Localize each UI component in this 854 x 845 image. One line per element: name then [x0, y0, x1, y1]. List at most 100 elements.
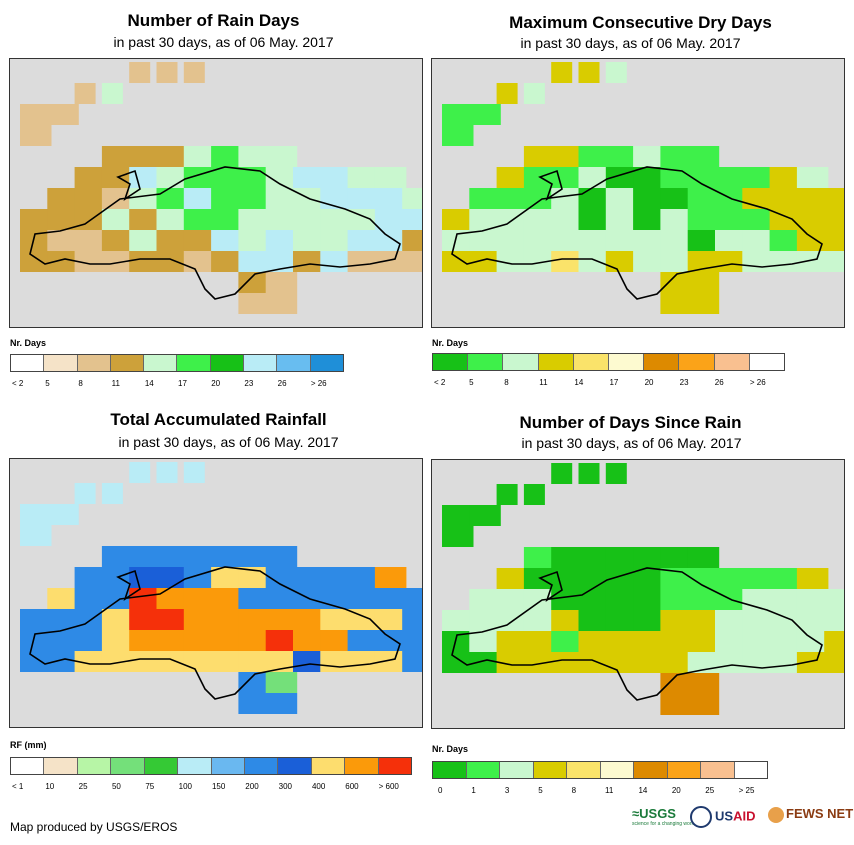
map-cell	[523, 547, 556, 568]
map-cell	[211, 609, 243, 630]
map-cell	[129, 462, 151, 483]
map-cell	[320, 609, 352, 630]
map-cell	[183, 146, 216, 167]
map-cell	[605, 209, 638, 230]
map-cell	[523, 209, 556, 230]
map-cell	[265, 272, 298, 293]
map-cell	[715, 230, 747, 251]
map-cell	[74, 83, 96, 104]
map-cell	[824, 230, 844, 251]
map-cell	[605, 251, 638, 272]
map-cell	[578, 188, 610, 209]
map-cell	[265, 567, 298, 588]
map-cell	[687, 568, 720, 589]
panel-1-legend-title: Nr. Days	[10, 338, 47, 348]
map-cell	[374, 651, 407, 672]
map-cell	[238, 693, 270, 714]
map-cell	[74, 230, 107, 251]
legend-swatch-0	[433, 762, 467, 778]
map-cell	[824, 610, 844, 631]
map-cell	[20, 251, 52, 272]
legend-tick-label: 26	[714, 378, 724, 387]
panel-2-map	[431, 58, 845, 328]
map-cell	[633, 547, 665, 568]
map-cell	[183, 188, 216, 209]
legend-tick-label: 23	[679, 378, 689, 387]
map-cell	[20, 504, 52, 525]
map-cell	[320, 651, 352, 672]
usaid-logo-prefix: US	[715, 808, 734, 824]
map-cell	[742, 209, 774, 230]
map-cell	[374, 567, 407, 588]
map-cell	[265, 146, 298, 167]
map-cell	[156, 609, 188, 630]
map-grid	[20, 462, 422, 714]
map-cell	[469, 188, 501, 209]
legend-swatch-3	[538, 354, 574, 370]
map-cell	[578, 146, 610, 167]
map-cell	[496, 188, 529, 209]
legend-swatch-6	[211, 758, 245, 774]
map-cell	[742, 167, 774, 188]
map-cell	[238, 630, 270, 651]
map-cell	[469, 505, 501, 526]
map-cell	[496, 230, 529, 251]
map-cell	[101, 588, 134, 609]
map-cell	[101, 83, 123, 104]
map-cell	[796, 568, 829, 589]
map-cell	[523, 631, 556, 652]
legend-swatch-3	[111, 758, 145, 774]
panel-3-title: Total Accumulated Rainfall	[110, 410, 327, 429]
map-cell	[578, 209, 610, 230]
panel-4-map	[431, 459, 845, 729]
map-cell	[633, 251, 665, 272]
map-cell	[442, 125, 474, 146]
map-cell	[605, 589, 638, 610]
map-cell	[293, 251, 325, 272]
legend-swatch-8	[701, 762, 735, 778]
map-cell	[101, 230, 134, 251]
map-cell	[660, 209, 692, 230]
legend-tick-label: 17	[178, 379, 187, 388]
panel-2-title: Maximum Consecutive Dry Days	[509, 13, 772, 32]
map-cell	[20, 525, 52, 546]
panel-3-subtitle: in past 30 days, as of 06 May. 2017	[118, 434, 339, 450]
map-cell	[347, 251, 380, 272]
map-grid	[442, 463, 844, 715]
map-cell	[796, 652, 829, 673]
map-cell	[211, 167, 243, 188]
map-cell	[347, 630, 380, 651]
map-cell	[129, 651, 161, 672]
map-cell	[742, 251, 774, 272]
map-cell	[238, 588, 270, 609]
map-cell	[742, 652, 774, 673]
map-cell	[47, 630, 79, 651]
map-cell	[687, 230, 720, 251]
legend-swatch-4	[573, 354, 610, 370]
map-cell	[523, 589, 556, 610]
map-cell	[402, 251, 422, 272]
map-cell	[211, 230, 243, 251]
map-cell	[687, 547, 720, 568]
map-cell	[374, 209, 407, 230]
map-cell	[265, 293, 298, 314]
map-cell	[347, 651, 380, 672]
map-cell	[687, 673, 720, 694]
legend-swatch-4	[144, 758, 179, 774]
legend-swatch-4	[144, 355, 178, 371]
map-cell	[265, 209, 298, 230]
map-cell	[156, 209, 188, 230]
map-cell	[374, 167, 407, 188]
panel-4-legend-bar	[432, 761, 768, 779]
map-cell	[156, 630, 188, 651]
map-cell	[715, 251, 747, 272]
map-cell	[496, 167, 529, 188]
legend-swatch-9	[311, 758, 346, 774]
map-cell	[156, 462, 178, 483]
map-cell	[551, 209, 583, 230]
map-cell	[633, 230, 665, 251]
map-cell	[293, 630, 325, 651]
map-cell	[769, 167, 802, 188]
map-cell	[156, 251, 188, 272]
map-cell	[523, 484, 545, 505]
